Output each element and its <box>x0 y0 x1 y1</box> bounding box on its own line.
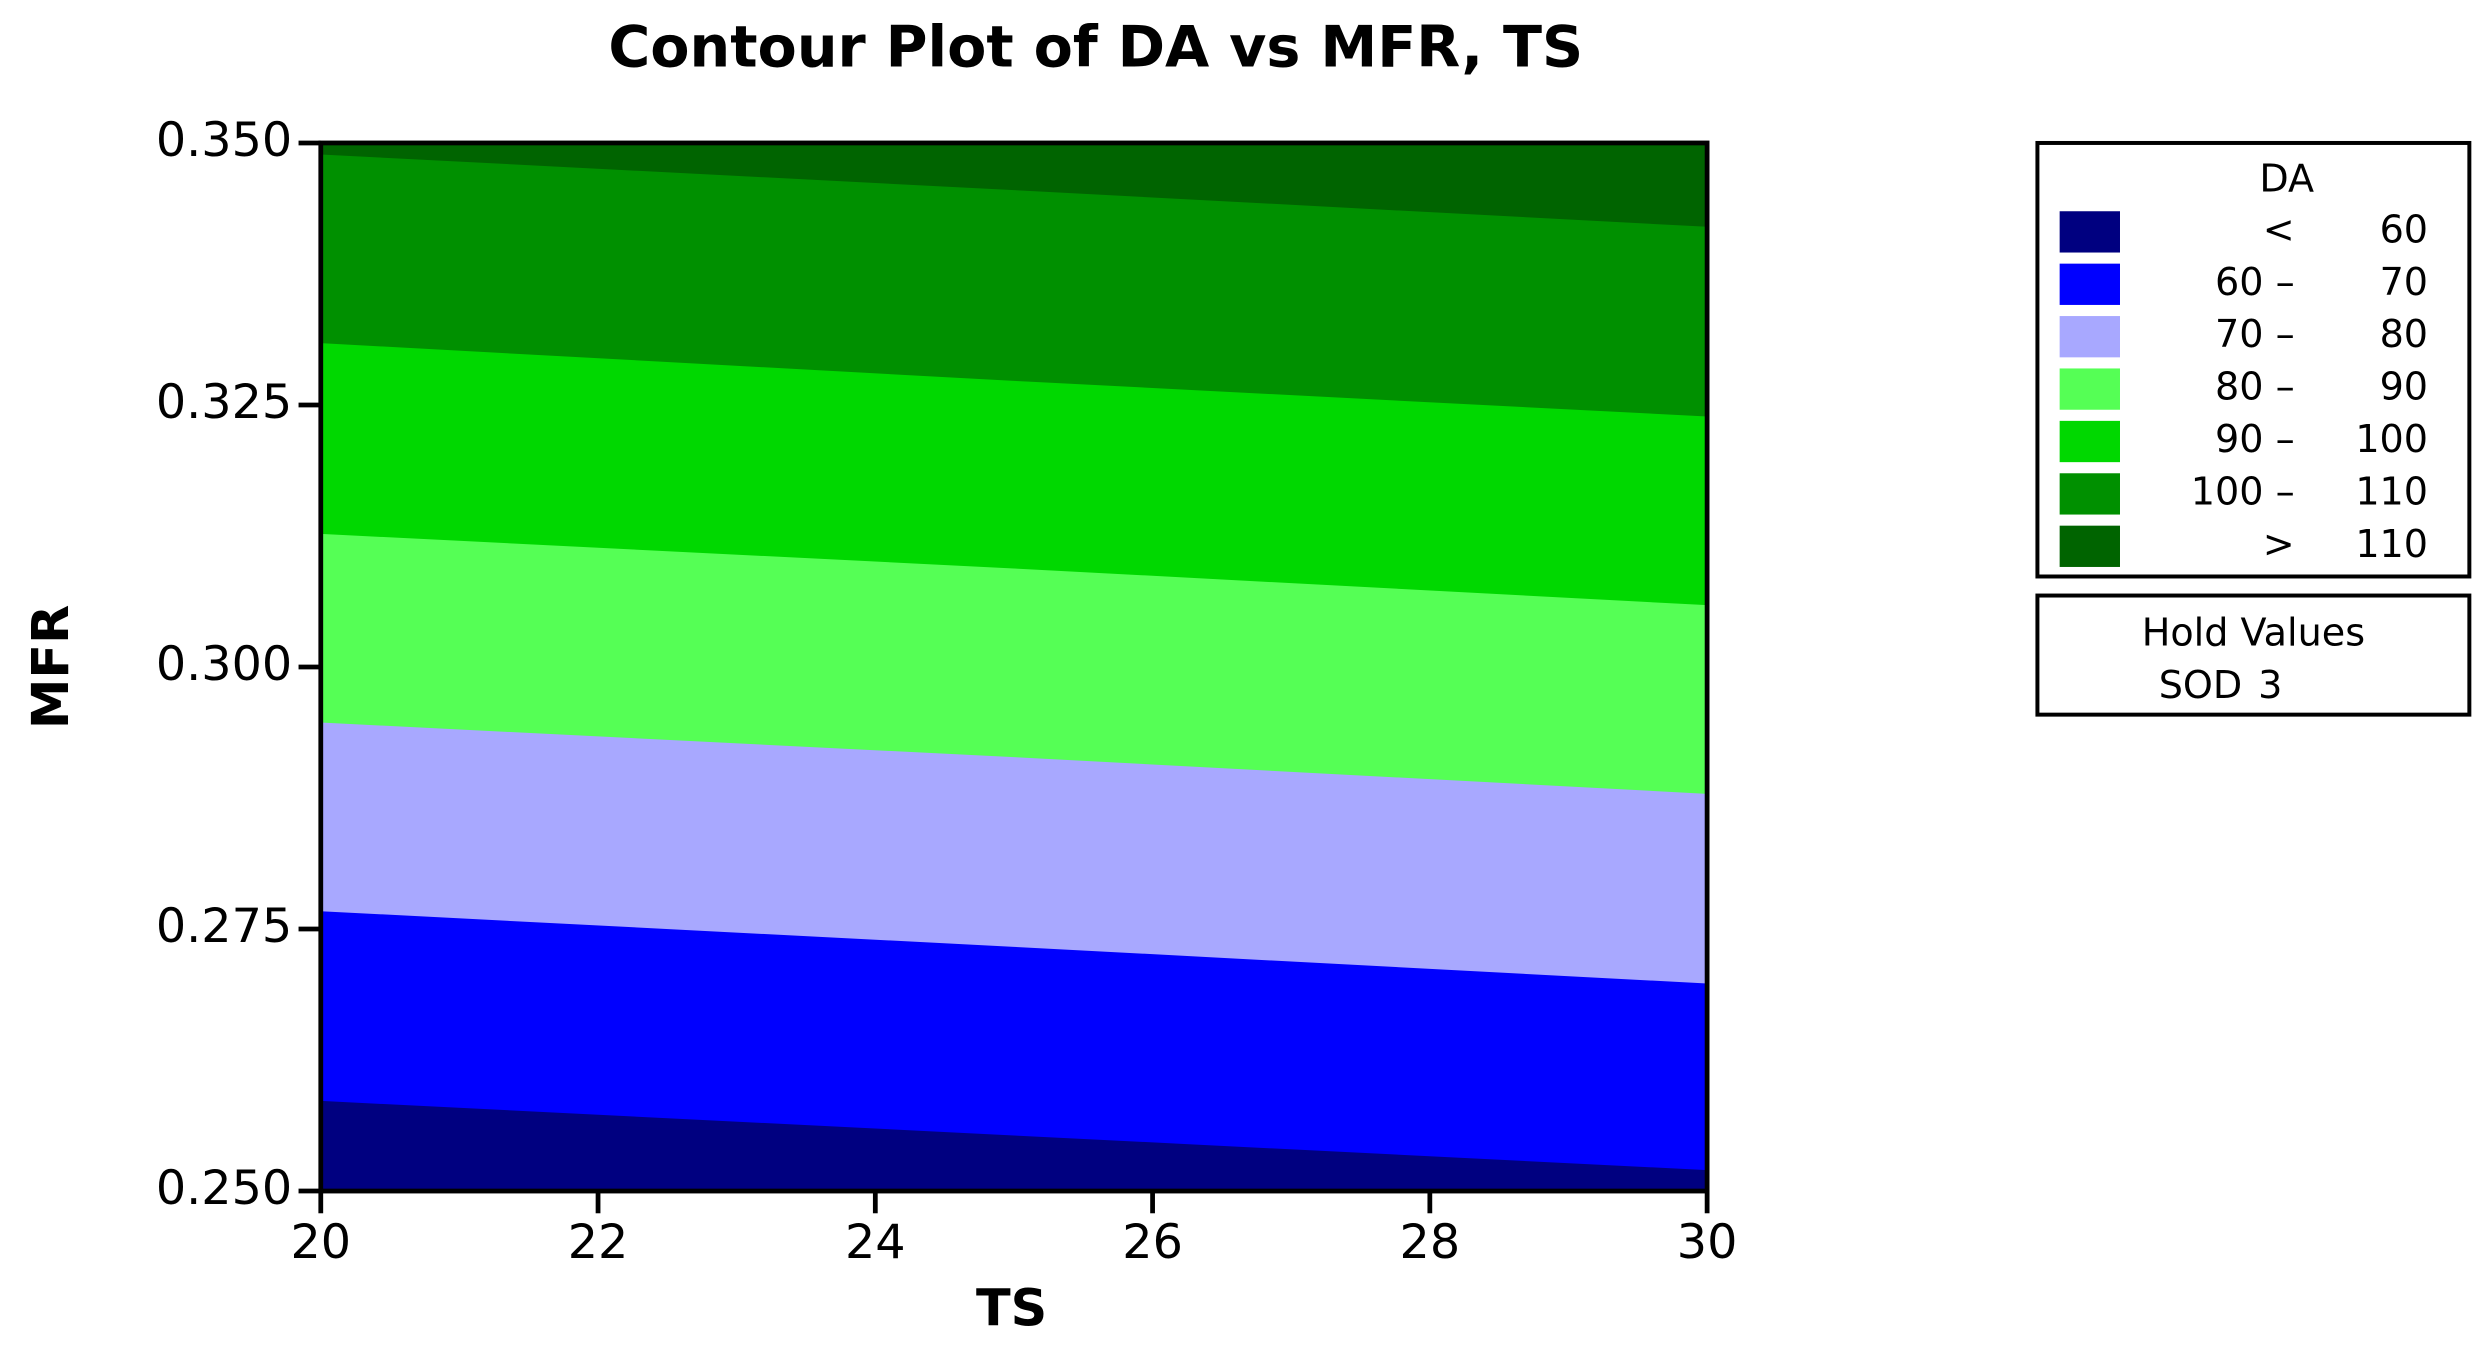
y-tick-label: 0.325 <box>156 375 292 430</box>
y-tick-label: 0.275 <box>156 899 292 954</box>
legend-swatch <box>2059 473 2120 515</box>
legend-right: 100 <box>2355 417 2428 461</box>
legend-swatch <box>2059 368 2120 410</box>
legend-right: 80 <box>2380 312 2429 356</box>
legend-left: 60 – <box>2215 260 2295 304</box>
y-tick-label: 0.300 <box>156 637 292 692</box>
legend-right: 90 <box>2380 365 2429 409</box>
x-axis-label: TS <box>976 1279 1047 1338</box>
hold-title: Hold Values <box>2142 611 2365 655</box>
x-tick-label: 20 <box>290 1215 351 1270</box>
legend-swatch <box>2059 420 2120 463</box>
x-tick-label: 30 <box>1677 1215 1738 1270</box>
plot-area <box>318 140 1710 1194</box>
legend-left: < <box>2263 207 2295 251</box>
plot-frame <box>318 140 1710 1194</box>
y-tick-label: 0.350 <box>156 113 292 168</box>
legend-right: 110 <box>2355 522 2428 566</box>
legend-swatch <box>2059 525 2120 567</box>
x-tick-label: 24 <box>845 1215 906 1270</box>
contour-band <box>320 142 1708 417</box>
legend-swatch <box>2059 316 2120 358</box>
legend-left: 70 – <box>2215 312 2295 356</box>
hold-box <box>2035 593 2472 717</box>
legend-left: 90 – <box>2215 417 2295 461</box>
legend-box <box>2035 140 2472 579</box>
legend-left: 80 – <box>2215 365 2295 409</box>
legend-swatch <box>2059 211 2120 253</box>
x-tick-label: 26 <box>1122 1215 1183 1270</box>
y-tick-label: 0.250 <box>156 1161 292 1216</box>
contour-band <box>320 142 1708 227</box>
x-tick-label: 28 <box>1400 1215 1461 1270</box>
legend-swatch <box>2059 263 2120 305</box>
hold-value: 3 <box>2258 663 2282 707</box>
legend-left: > <box>2263 522 2295 566</box>
y-axis-label: MFR <box>21 605 80 729</box>
legend-right: 110 <box>2355 469 2428 513</box>
legend-right: 60 <box>2380 207 2429 251</box>
legend: <60 60 – 70 70 – 80 80 – 90 90 – 100 100 – 110 > 110 <box>2059 207 2429 567</box>
hold-label: SOD <box>2159 663 2243 707</box>
x-tick-label: 22 <box>568 1215 629 1270</box>
legend-right: 70 <box>2380 260 2429 304</box>
legend-left: 100 – <box>2191 469 2295 513</box>
legend-title: DA <box>2259 157 2314 201</box>
chart-title: Contour Plot of DA vs MFR, TS <box>608 14 1583 80</box>
